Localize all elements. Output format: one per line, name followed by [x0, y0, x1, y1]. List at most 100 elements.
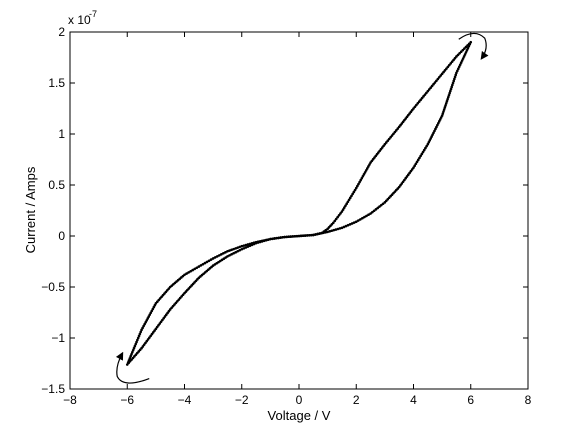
data-point — [230, 248, 233, 252]
data-point — [130, 353, 133, 356]
data-point — [228, 249, 231, 252]
data-point — [347, 198, 351, 202]
x-tick-label: 4 — [410, 393, 417, 407]
data-point — [354, 220, 358, 224]
data-point — [450, 60, 454, 63]
data-point — [348, 196, 352, 200]
data-point — [264, 238, 268, 242]
data-point — [244, 246, 248, 249]
data-point — [392, 132, 395, 136]
data-point — [393, 130, 397, 134]
data-point — [301, 234, 305, 238]
data-point — [134, 342, 137, 346]
data-point — [381, 202, 385, 206]
data-point — [217, 254, 221, 257]
data-point — [468, 42, 472, 46]
data-point — [129, 355, 132, 358]
y-tick-label: 2 — [58, 25, 65, 39]
data-point — [345, 202, 349, 205]
data-point — [386, 139, 390, 143]
data-point — [344, 224, 348, 228]
data-point — [444, 102, 448, 105]
data-point — [283, 235, 286, 239]
data-point — [365, 167, 369, 170]
data-point — [421, 150, 425, 154]
data-point — [191, 268, 194, 272]
data-point — [275, 236, 278, 240]
direction-arrow-top — [458, 32, 489, 60]
data-point — [357, 182, 360, 186]
data-point — [461, 48, 465, 52]
data-point — [269, 237, 272, 241]
data-point — [131, 350, 134, 354]
data-point — [429, 86, 432, 89]
data-point — [446, 65, 450, 69]
data-point — [234, 247, 237, 250]
data-point — [138, 332, 142, 336]
data-point — [334, 217, 338, 221]
data-point — [416, 158, 420, 162]
y-exponent-power: -7 — [89, 9, 97, 19]
data-point — [343, 206, 346, 209]
data-point — [203, 261, 207, 265]
data-point — [415, 160, 419, 164]
data-point — [351, 192, 354, 196]
data-point — [328, 230, 331, 233]
data-point — [453, 77, 456, 81]
data-point — [256, 241, 260, 244]
data-point — [356, 219, 360, 222]
data-point — [236, 250, 239, 253]
data-point — [463, 53, 467, 56]
data-point — [450, 85, 453, 89]
data-point — [228, 254, 231, 257]
data-point — [222, 252, 225, 255]
y-tick-label: 1 — [58, 127, 65, 141]
data-point — [435, 79, 438, 83]
data-point — [136, 338, 139, 342]
data-point — [332, 228, 336, 232]
data-point — [452, 58, 455, 62]
data-point — [448, 91, 451, 95]
data-point — [451, 81, 455, 85]
data-point — [336, 227, 340, 231]
data-point — [358, 180, 361, 184]
data-point — [414, 162, 418, 166]
data-point — [427, 88, 431, 91]
data-point — [246, 245, 250, 248]
data-point — [246, 243, 250, 246]
data-point — [446, 98, 449, 101]
data-point — [352, 190, 356, 194]
data-point — [252, 242, 256, 246]
data-point — [442, 70, 445, 74]
data-point — [197, 265, 201, 268]
data-point — [140, 328, 143, 332]
data-point — [459, 61, 463, 64]
data-point — [426, 89, 430, 93]
data-point — [455, 71, 458, 75]
data-point — [383, 201, 387, 204]
data-point — [322, 231, 325, 235]
direction-arrow-bottom — [115, 351, 150, 384]
y-tick-label: 1.5 — [48, 76, 65, 90]
data-point — [432, 82, 435, 86]
data-point — [314, 233, 317, 236]
x-tick-label: −4 — [178, 393, 192, 407]
data-point — [436, 77, 440, 81]
data-point — [389, 135, 392, 139]
data-point — [362, 173, 366, 176]
data-point — [359, 178, 362, 182]
data-point — [459, 50, 463, 54]
data-point — [376, 206, 380, 210]
y-axis-title: Current / Amps — [23, 166, 38, 253]
data-point — [248, 242, 252, 246]
x-tick-label: −2 — [235, 393, 249, 407]
data-point — [330, 229, 334, 233]
data-point — [215, 255, 219, 258]
data-point — [267, 238, 270, 241]
data-point — [371, 210, 374, 214]
data-point — [211, 257, 215, 260]
data-point — [348, 223, 352, 226]
series-line — [126, 235, 300, 366]
data-point — [453, 56, 457, 60]
data-point — [367, 165, 370, 168]
